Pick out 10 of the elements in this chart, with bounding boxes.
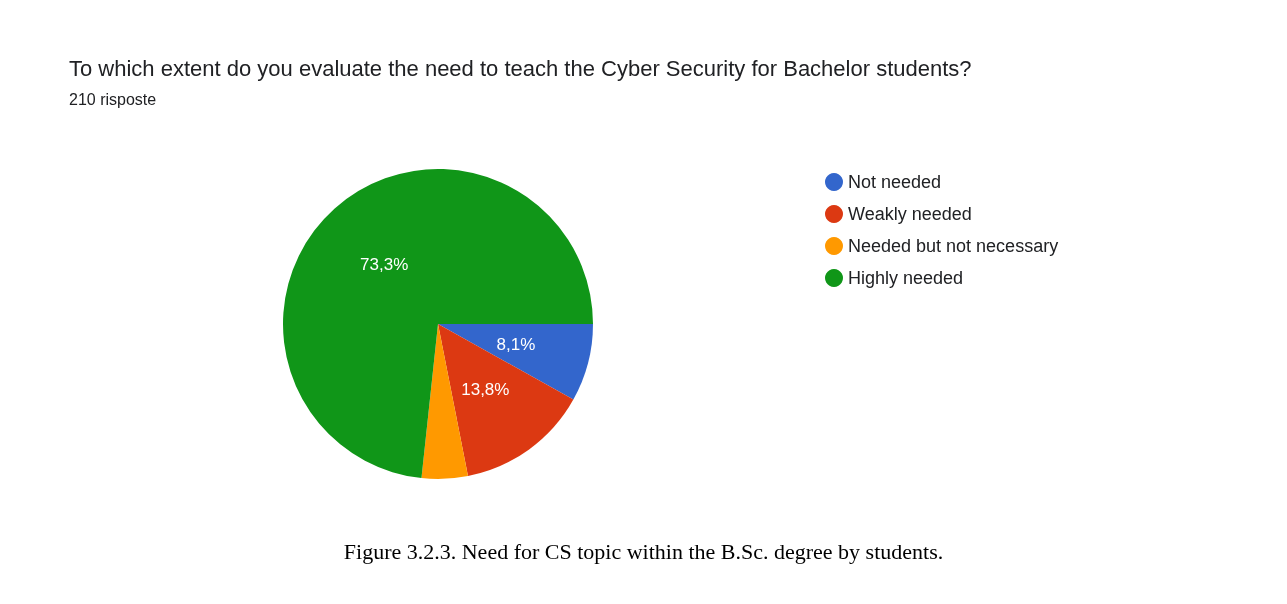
data-label: 73,3% xyxy=(360,254,409,274)
caption: Figure 3.2.3. Need for CS topic within the B.Sc. degree by students. xyxy=(343,538,944,564)
chart-title: To which extent do you evaluate the need to teach the Cyber Security for Bachelor students? xyxy=(69,55,972,81)
data-label: 8,1% xyxy=(496,334,536,354)
data-label: 13,8% xyxy=(461,379,510,399)
legend-label: Not needed xyxy=(848,172,942,192)
legend-label: Highly needed xyxy=(848,268,964,288)
legend-label: Needed but not necessary xyxy=(848,236,1059,256)
legend-label: Weakly needed xyxy=(848,204,972,224)
text: 210 risposte xyxy=(69,90,157,108)
